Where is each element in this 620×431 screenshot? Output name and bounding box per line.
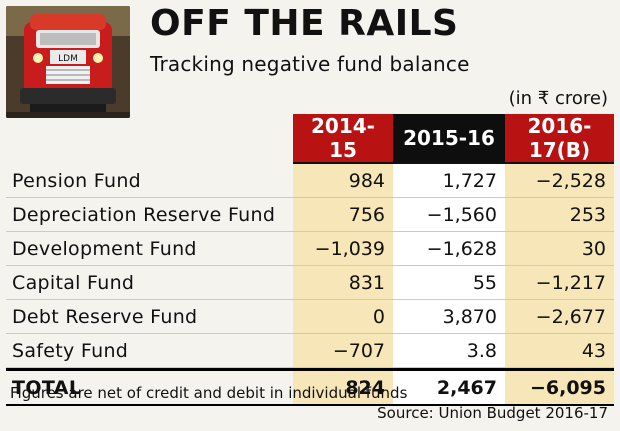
row-label: Depreciation Reserve Fund xyxy=(6,198,293,232)
table-cell: 831 xyxy=(293,266,393,300)
fund-balance-table: 2014-15 2015-16 2016-17(B) Pension Fund … xyxy=(6,114,614,406)
table-cell: 30 xyxy=(505,232,614,266)
table-cell: 984 xyxy=(293,164,393,198)
row-label: Safety Fund xyxy=(6,334,293,368)
footnote: Figures are net of credit and debit in i… xyxy=(10,384,408,402)
table-cell: −2,528 xyxy=(505,164,614,198)
table-cell: −1,039 xyxy=(293,232,393,266)
train-locomotive-image: LDM xyxy=(6,6,130,118)
column-header-2014-15: 2014-15 xyxy=(293,114,393,164)
table-cell: −707 xyxy=(293,334,393,368)
column-header-2015-16: 2015-16 xyxy=(393,114,505,164)
table-cell: −1,560 xyxy=(393,198,505,232)
total-label: TOTAL xyxy=(6,368,293,406)
row-label: Development Fund xyxy=(6,232,293,266)
table-row: Depreciation Reserve Fund 756 −1,560 253 xyxy=(6,198,614,232)
logo-text: LDM xyxy=(58,54,78,64)
table-cell: 253 xyxy=(505,198,614,232)
chart-title: OFF THE RAILS xyxy=(150,3,459,44)
header-blank-cell xyxy=(6,114,293,164)
table-row: Development Fund −1,039 −1,628 30 xyxy=(6,232,614,266)
table-cell: −2,677 xyxy=(505,300,614,334)
chart-subtitle: Tracking negative fund balance xyxy=(150,52,470,76)
table-row: Pension Fund 984 1,727 −2,528 xyxy=(6,164,614,198)
total-cell: −6,095 xyxy=(505,368,614,406)
total-cell: 824 xyxy=(293,368,393,406)
table-cell: −1,217 xyxy=(505,266,614,300)
table-cell: 756 xyxy=(293,198,393,232)
unit-label: (in ₹ crore) xyxy=(508,88,608,109)
header-row: 2014-15 2015-16 2016-17(B) xyxy=(6,114,614,164)
table-cell: 43 xyxy=(505,334,614,368)
table-cell: −1,628 xyxy=(393,232,505,266)
column-header-2016-17b: 2016-17(B) xyxy=(505,114,614,164)
table-row: Capital Fund 831 55 −1,217 xyxy=(6,266,614,300)
table-cell: 55 xyxy=(393,266,505,300)
total-row: TOTAL 824 2,467 −6,095 xyxy=(6,368,614,406)
table-row: Debt Reserve Fund 0 3,870 −2,677 xyxy=(6,300,614,334)
table-cell: 3.8 xyxy=(393,334,505,368)
source-note: Source: Union Budget 2016-17 xyxy=(377,404,608,422)
table-cell: 0 xyxy=(293,300,393,334)
table-row: Safety Fund −707 3.8 43 xyxy=(6,334,614,368)
row-label: Pension Fund xyxy=(6,164,293,198)
table-cell: 3,870 xyxy=(393,300,505,334)
row-label: Capital Fund xyxy=(6,266,293,300)
table-cell: 1,727 xyxy=(393,164,505,198)
train-locomotive-icon: LDM xyxy=(6,6,130,118)
row-label: Debt Reserve Fund xyxy=(6,300,293,334)
total-cell: 2,467 xyxy=(393,368,505,406)
